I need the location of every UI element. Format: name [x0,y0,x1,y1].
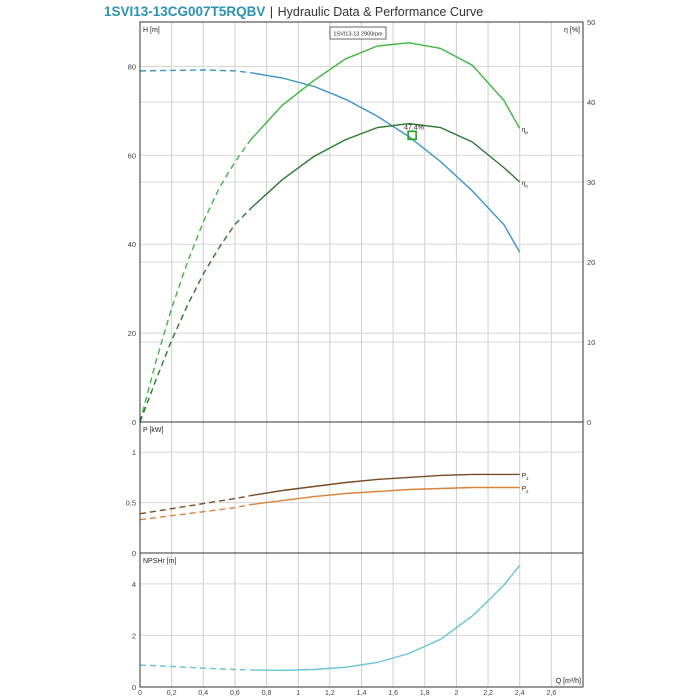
chart-subtitle: Hydraulic Data & Performance Curve [277,5,484,19]
y-tick-label: 0 [132,683,136,692]
y-tick-label: 4 [132,580,136,589]
y2-tick-label: 50 [587,18,595,27]
x-tick-label: 2,4 [515,690,525,697]
series-npsh-dashed [139,664,251,671]
y2-tick-label: 20 [587,258,595,267]
operating-point-label: 47.4% [404,124,424,131]
y-tick-label: 80 [128,62,136,71]
panel-head-efficiency: 0 20 40 60 80 0 10 20 30 40 50 H [m] η [%] 1SVI13-13 … [128,18,596,427]
series-p2-dashed [139,503,251,521]
x-tick-label: 0,4 [198,690,208,697]
series-head-dashed [139,69,251,74]
curve-box-label-frame [329,26,387,40]
y2-tick-label: 0 [587,418,591,427]
x-tick-label: 2,2 [483,690,493,697]
y2-tick-label: 10 [587,338,595,347]
series-eta_e-label: ηe [522,180,529,189]
pump-model-title: 1SVI13-13CG007T5RQBV [104,4,266,19]
series-npsh-line [250,564,521,672]
title-separator: | [269,4,274,19]
x-axis-label: Q [m³/h] [556,678,581,685]
panel-power: 0 0.5 1 P [kW] P1 P2 [126,421,584,558]
y-axis-label: NPSHr [m] [143,558,177,565]
series-eta_p-label: ηp [522,126,529,135]
y-axis-label: P [kW] [143,427,164,434]
series-p1-dashed [139,494,251,515]
series-p2-label: P2 [522,486,529,495]
x-tick-label: 1,4 [357,690,367,697]
y-tick-label: 2 [132,631,136,640]
y-tick-label: 1 [132,448,136,457]
x-tick-label: 0 [138,690,142,697]
y-tick-label: 40 [128,240,136,249]
x-tick-label: 2 [454,690,458,697]
series-head-line [250,72,521,253]
x-tick-label: 1,2 [325,690,335,697]
y-axis-label: H [m] [143,27,160,34]
series-eta_p-dashed [139,139,252,423]
y-tick-label: 60 [128,151,136,160]
y2-tick-label: 30 [587,178,595,187]
x-tick-label: 1,8 [420,690,430,697]
panel-npsh: 0 2 4 NPSHr [m] Q [m³/h] [132,552,584,692]
series-eta_e-dashed [139,207,252,423]
operating-point-marker [407,130,417,141]
y2-axis-label: η [%] [564,27,580,34]
y2-tick-label: 40 [587,98,595,107]
y-tick-label: 0 [132,549,136,558]
series-p1-label: P1 [522,472,529,481]
x-tick-label: 2,6 [546,690,556,697]
x-tick-label: 0,8 [262,690,272,697]
series-eta_p-line [250,42,521,141]
x-tick-label: 1 [296,690,300,697]
series-p1-line [250,473,520,497]
x-tick-label: 0,2 [167,690,177,697]
x-tick-label: 1,6 [388,690,398,697]
chart-header: 1SVI13-13CG007T5RQBV | Hydraulic Data & … [104,3,483,23]
x-tick-label: 0,6 [230,690,240,697]
curve-box-label: 1SVI13-13 2900rpm [333,32,383,38]
series-p2-line [250,486,520,506]
y-tick-label: 0.5 [126,499,136,508]
y-tick-label: 20 [128,329,136,338]
series-eta_e-line [250,122,521,209]
panel-frame [139,552,584,688]
y-tick-label: 0 [132,418,136,427]
